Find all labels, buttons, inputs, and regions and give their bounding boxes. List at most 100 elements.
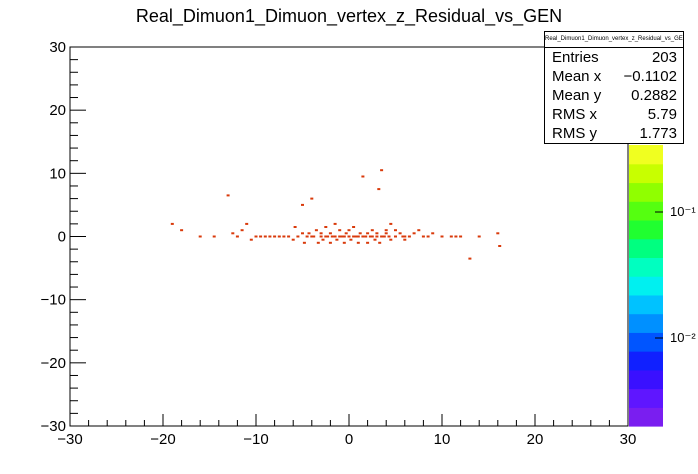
data-point (273, 235, 277, 238)
stats-row-mean-x: Mean x −0.1102 (545, 67, 683, 86)
data-point (338, 229, 342, 232)
data-point (338, 235, 342, 238)
data-point (426, 235, 430, 238)
data-point (361, 235, 365, 238)
data-point (314, 229, 318, 232)
data-point (449, 235, 453, 238)
data-point (403, 235, 407, 238)
stats-label: Entries (552, 49, 599, 66)
data-point (403, 238, 407, 241)
data-point (407, 235, 411, 238)
color-palette-labels: 10⁻¹ 10⁻² (670, 204, 696, 345)
stats-value: 203 (651, 49, 677, 66)
stats-label: Mean y (552, 87, 602, 104)
data-point (335, 238, 339, 241)
data-point (387, 235, 391, 238)
data-point (358, 232, 362, 235)
data-point (356, 241, 360, 244)
data-point (268, 235, 272, 238)
data-point (282, 235, 286, 238)
data-point (330, 235, 334, 238)
data-point (380, 235, 384, 238)
stats-row-mean-y: Mean y 0.2882 (545, 86, 683, 105)
palette-label-high: 10⁻¹ (670, 204, 696, 219)
data-point (328, 241, 332, 244)
stats-value: 0.2882 (631, 87, 677, 104)
data-point (454, 235, 458, 238)
data-point (301, 203, 304, 206)
data-point (389, 222, 393, 225)
x-tick-label: 10 (434, 431, 451, 448)
palette-cell (629, 294, 663, 315)
stats-value: −0.1102 (623, 68, 677, 85)
y-axis: −30 −20 −10 0 10 20 30 (41, 39, 86, 435)
x-tick-label: −30 (57, 431, 82, 448)
palette-cell (629, 163, 663, 184)
data-point (366, 232, 370, 235)
data-point (180, 229, 184, 232)
data-point (259, 235, 263, 238)
y-tick-label: −20 (41, 355, 66, 372)
data-point (498, 245, 502, 247)
data-point (398, 232, 402, 235)
data-point (235, 235, 239, 238)
data-point (389, 238, 393, 241)
data-point (380, 169, 384, 172)
data-point (319, 232, 323, 235)
stats-value: 1.773 (639, 125, 677, 142)
data-point (382, 235, 386, 238)
x-tick-label: 30 (620, 431, 637, 448)
data-point (312, 235, 316, 238)
data-point (384, 229, 388, 232)
data-point (366, 241, 370, 244)
data-point (263, 235, 267, 238)
data-point (352, 235, 356, 238)
palette-cell (629, 369, 663, 390)
data-point (319, 235, 323, 238)
palette-cell (629, 313, 663, 333)
data-point (354, 235, 357, 238)
stats-value: 5.79 (647, 106, 677, 123)
data-point (377, 188, 381, 191)
data-point (324, 235, 328, 238)
palette-cell (629, 332, 663, 352)
data-point (412, 232, 416, 235)
data-point (316, 241, 320, 244)
palette-cell (629, 276, 663, 296)
data-point (240, 229, 244, 232)
palette-cell (629, 238, 663, 258)
data-point (301, 232, 304, 235)
data-point (347, 229, 351, 232)
stats-box: Real_Dimuon1_Dimuon_vertex_z_Residual_vs… (544, 31, 684, 144)
x-tick-label: 20 (527, 431, 544, 448)
data-point (370, 235, 374, 238)
palette-cell (629, 407, 663, 427)
data-point (347, 235, 351, 238)
data-point (477, 235, 481, 238)
data-point (198, 235, 202, 238)
palette-cell (629, 388, 663, 408)
data-point (368, 235, 372, 238)
scatter-points (170, 169, 502, 260)
y-tick-label: 10 (49, 165, 66, 182)
data-point (468, 257, 472, 260)
data-point (321, 238, 325, 241)
data-point (364, 235, 368, 238)
palette-cell (629, 351, 663, 371)
data-point (375, 232, 379, 235)
data-point (384, 232, 388, 235)
palette-cell (629, 219, 663, 240)
data-point (231, 232, 235, 235)
stats-label: Mean x (552, 68, 602, 85)
x-tick-label: 0 (345, 431, 353, 448)
y-tick-label: 30 (49, 39, 66, 56)
data-point (302, 241, 306, 244)
data-point (277, 235, 281, 238)
data-point (378, 241, 382, 244)
x-axis: −30 −20 −10 0 10 20 30 (57, 414, 636, 448)
y-tick-label: −30 (41, 418, 66, 435)
data-point (324, 226, 328, 228)
y-tick-label: −10 (41, 292, 66, 309)
chart-title: Real_Dimuon1_Dimuon_vertex_z_Residual_vs… (136, 6, 562, 27)
data-point (370, 229, 374, 232)
